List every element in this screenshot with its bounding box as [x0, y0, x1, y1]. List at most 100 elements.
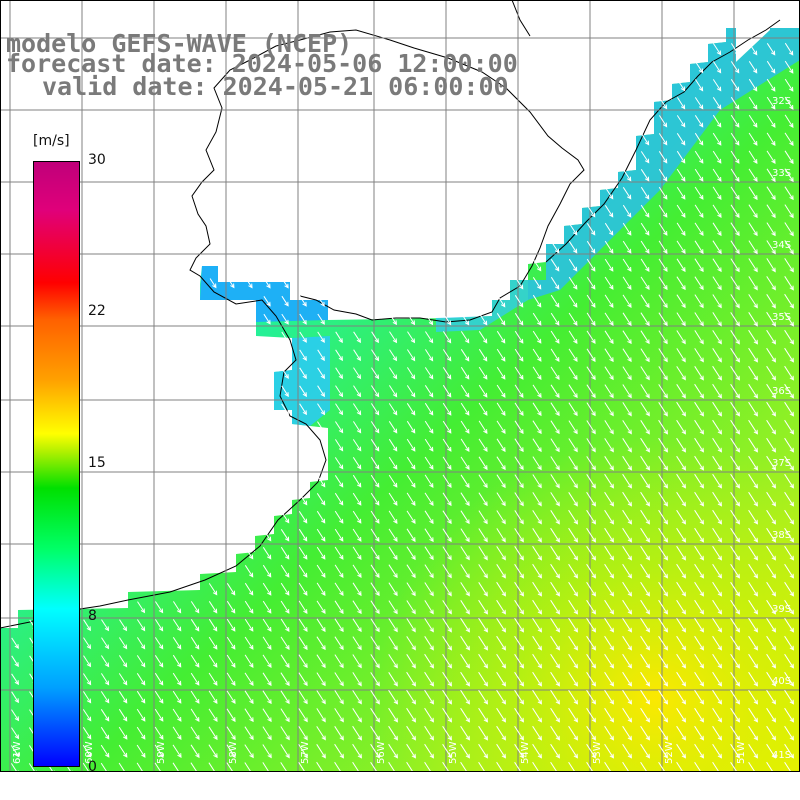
wind-arrow	[136, 744, 146, 758]
wind-arrow	[154, 601, 164, 614]
wind-arrow	[496, 635, 506, 651]
wind-arrow	[352, 761, 362, 772]
wind-arrow	[370, 439, 380, 452]
wind-arrow	[424, 367, 434, 380]
wind-arrow	[478, 761, 488, 772]
wind-arrow	[496, 528, 506, 543]
wind-arrow	[604, 294, 614, 308]
wind-arrow	[622, 438, 632, 453]
wind-arrow	[694, 186, 704, 200]
wind-arrow	[748, 96, 758, 110]
wind-arrow	[784, 329, 794, 345]
wind-arrow	[136, 762, 146, 772]
wind-arrow	[172, 654, 182, 668]
wind-arrow	[604, 438, 614, 453]
wind-arrow	[712, 43, 722, 56]
wind-arrow	[712, 222, 722, 237]
wind-arrow	[694, 61, 704, 74]
wind-arrow	[712, 294, 722, 309]
wind-arrow	[550, 725, 560, 741]
wind-arrow	[766, 383, 776, 399]
wind-arrow	[640, 743, 650, 759]
wind-arrow	[658, 473, 668, 489]
wind-arrow	[550, 581, 560, 597]
wind-arrow	[478, 456, 488, 471]
wind-arrow	[442, 635, 452, 651]
wind-arrow	[478, 599, 488, 615]
wind-arrow	[316, 528, 326, 542]
wind-arrow	[784, 527, 794, 543]
wind-arrow	[640, 509, 650, 525]
wind-arrow	[640, 204, 650, 218]
wind-arrow	[532, 528, 542, 543]
wind-arrow	[658, 204, 668, 218]
wind-arrow	[532, 707, 542, 723]
wind-arrow	[766, 689, 776, 705]
lat-label-38s: 38S	[772, 530, 791, 541]
wind-arrow	[586, 348, 596, 363]
wind-arrow	[730, 186, 740, 200]
wind-arrow	[298, 564, 308, 578]
wind-arrow	[712, 97, 722, 110]
wind-arrow	[766, 473, 776, 489]
wind-arrow	[370, 564, 380, 579]
wind-arrow	[370, 654, 380, 669]
wind-arrow	[208, 654, 218, 668]
wind-arrow	[694, 563, 704, 579]
wind-arrow	[172, 619, 182, 632]
wind-arrow	[730, 294, 740, 309]
wind-arrow	[460, 725, 470, 741]
wind-arrow	[640, 671, 650, 687]
wind-arrow	[136, 708, 146, 722]
wind-arrow	[712, 383, 722, 399]
wind-arrow	[676, 401, 686, 417]
wind-arrow	[640, 420, 650, 435]
wind-arrow	[730, 383, 740, 399]
wind-arrow	[622, 491, 632, 507]
wind-arrow	[658, 222, 668, 236]
wind-arrow	[766, 186, 776, 201]
wind-arrow	[640, 169, 650, 182]
wind-arrow	[388, 707, 398, 723]
wind-arrow	[568, 545, 578, 561]
wind-arrow	[658, 402, 668, 417]
wind-arrow	[568, 492, 578, 507]
wind-arrow	[730, 258, 740, 273]
wind-arrow	[586, 653, 596, 669]
wind-arrow	[694, 168, 704, 182]
wind-arrow	[352, 564, 362, 578]
wind-arrow	[784, 293, 794, 309]
wind-arrow	[334, 510, 344, 524]
wind-arrow	[550, 527, 560, 543]
wind-arrow	[658, 725, 668, 741]
wind-arrow	[280, 564, 290, 578]
wind-arrow	[316, 618, 326, 633]
wind-arrow	[748, 581, 758, 597]
wind-arrow	[406, 546, 416, 561]
wind-arrow	[442, 671, 452, 687]
wind-arrow	[316, 546, 326, 560]
wind-arrow	[730, 240, 740, 255]
wind-arrow	[712, 365, 722, 381]
wind-arrow	[748, 383, 758, 399]
wind-arrow	[586, 743, 596, 759]
wind-arrow	[118, 762, 128, 772]
wind-arrow	[154, 690, 164, 704]
wind-arrow	[406, 725, 416, 741]
wind-arrow	[784, 473, 794, 489]
wind-arrow	[712, 204, 722, 218]
wind-arrow	[406, 618, 416, 633]
wind-arrow	[514, 617, 524, 633]
wind-arrow	[748, 599, 758, 615]
wind-arrow	[694, 150, 704, 164]
wind-arrow	[622, 258, 632, 272]
wind-arrow	[190, 690, 200, 704]
wind-arrow	[172, 672, 182, 686]
wind-arrow	[748, 365, 758, 381]
wind-arrow	[748, 491, 758, 507]
wind-arrow	[640, 545, 650, 561]
wind-arrow	[370, 474, 380, 488]
wind-arrow	[766, 671, 776, 687]
wind-arrow	[622, 671, 632, 687]
wind-arrow	[622, 725, 632, 741]
